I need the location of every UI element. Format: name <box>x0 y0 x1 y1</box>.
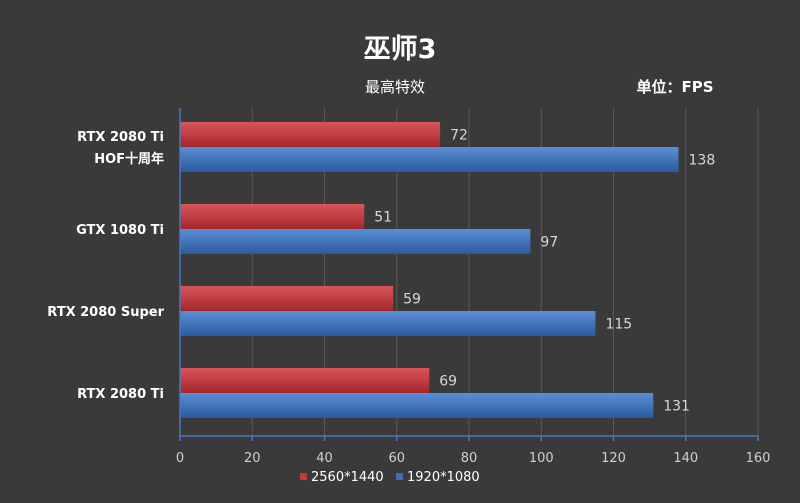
category-labels: RTX 2080 Ti HOF十周年 GTX 1080 Ti RTX 2080 Sup… <box>47 130 164 402</box>
data-label: 138 <box>689 153 716 169</box>
bar-2560*1440 <box>180 204 365 229</box>
category-label: RTX 2080 Super <box>47 305 164 320</box>
bars: 72 138 51 97 59 115 69 131 <box>180 122 715 418</box>
category-label: RTX 2080 Ti <box>77 130 164 145</box>
bar-2560*1440 <box>180 286 394 311</box>
x-tick-label: 120 <box>601 451 626 466</box>
data-label: 131 <box>663 399 690 415</box>
x-tick-label: 40 <box>316 451 333 466</box>
bar-2560*1440 <box>180 368 430 393</box>
unit-label: 单位：FPS <box>636 78 713 96</box>
axes <box>179 108 759 441</box>
bar-1920*1080 <box>180 229 531 254</box>
x-tick-label: 100 <box>529 451 554 466</box>
data-label: 97 <box>540 235 558 251</box>
x-tick-label: 20 <box>244 451 261 466</box>
category-label: GTX 1080 Ti <box>76 223 164 238</box>
x-tick-label: 160 <box>746 451 771 466</box>
category-label: RTX 2080 Ti <box>77 387 164 402</box>
category-label: HOF十周年 <box>94 151 164 167</box>
bar-2560*1440 <box>180 122 441 147</box>
bar-1920*1080 <box>180 147 679 172</box>
data-label: 115 <box>605 317 632 333</box>
x-tick-label: 0 <box>176 451 184 466</box>
x-tick-label: 60 <box>388 451 405 466</box>
legend-swatch-1920*1080 <box>396 473 403 480</box>
x-tick-label: 80 <box>461 451 478 466</box>
legend-swatch-2560*1440 <box>300 473 307 480</box>
data-label: 72 <box>450 128 468 144</box>
data-label: 59 <box>403 292 421 308</box>
bar-1920*1080 <box>180 311 596 336</box>
data-label: 51 <box>374 210 392 226</box>
x-tick-labels: 0 20 40 60 80 100 120 140 160 <box>176 451 771 466</box>
chart-title: 巫师3 <box>364 34 437 65</box>
data-label: 69 <box>439 374 457 390</box>
chart-subtitle: 最高特效 <box>365 78 425 96</box>
legend-label: 1920*1080 <box>407 470 480 485</box>
bar-1920*1080 <box>180 393 654 418</box>
x-tick-label: 140 <box>673 451 698 466</box>
legend-label: 2560*1440 <box>311 470 384 485</box>
legend: 2560*1440 1920*1080 <box>300 470 480 485</box>
